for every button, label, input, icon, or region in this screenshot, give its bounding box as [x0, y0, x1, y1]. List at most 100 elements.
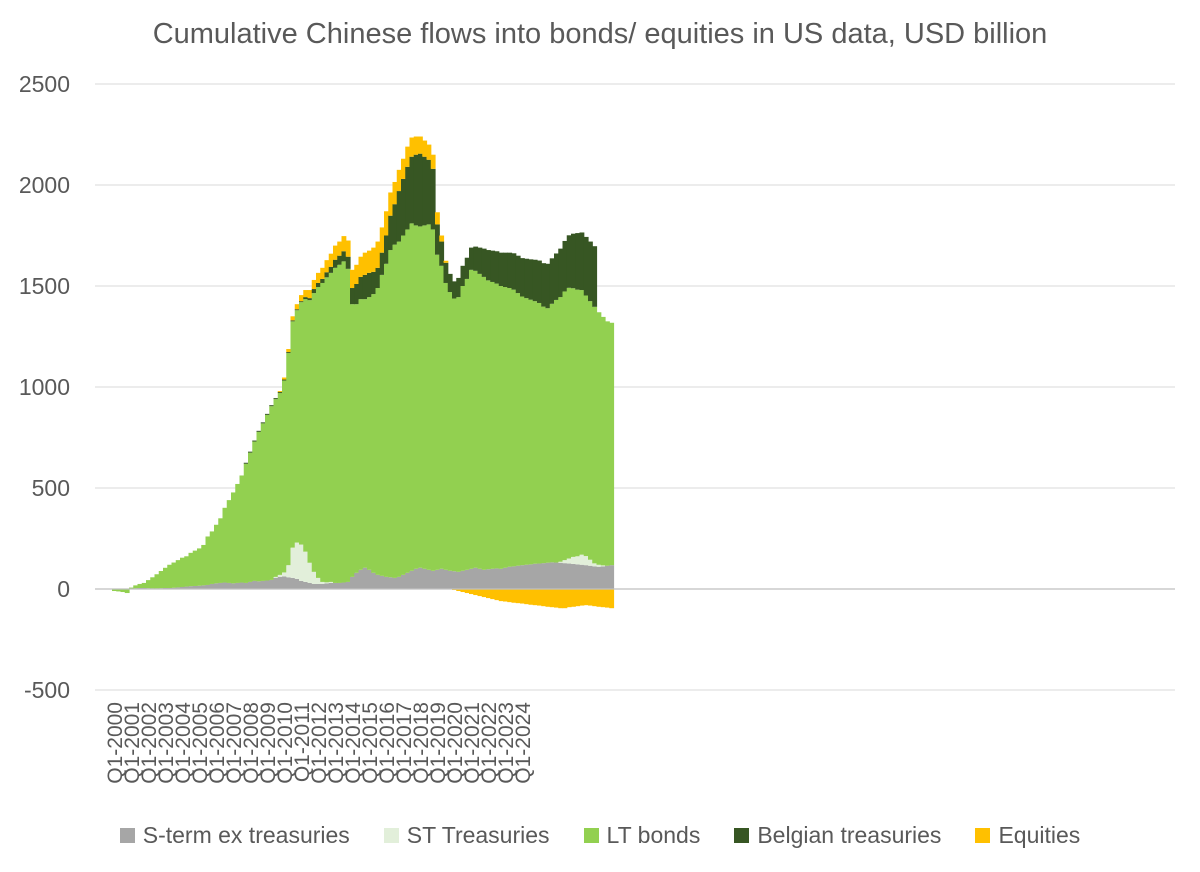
bar-segment-lt-bonds	[528, 299, 534, 565]
bar-segment-equities	[307, 290, 313, 299]
bar-segment-lt-bonds	[116, 589, 122, 592]
bar-segment-sterm	[452, 571, 457, 589]
bar-segment-belgian	[566, 235, 572, 288]
bar-segment-equities	[379, 227, 385, 253]
bar-segment-belgian	[409, 156, 415, 224]
bar-segment-lt-bonds	[154, 574, 160, 589]
legend-item-sterm: S-term ex treasuries	[119, 822, 350, 849]
x-tick-label: Q1-2013	[325, 702, 348, 784]
bar-segment-lt-bonds	[133, 585, 139, 589]
bar-segment-lt-bonds	[256, 431, 262, 582]
bar-segment-equities	[498, 589, 504, 602]
bar-segment-sterm	[277, 576, 283, 589]
bar-segment-lt-bonds	[124, 589, 130, 594]
bar-segment-lt-bonds	[515, 293, 521, 566]
chart-title: Cumulative Chinese flows into bonds/ equ…	[152, 18, 1048, 50]
bar-segment-st-treasuries	[328, 581, 334, 583]
bar-segment-equities	[350, 269, 355, 289]
bar-segment-lt-bonds	[345, 268, 351, 582]
bar-segment-equities	[588, 589, 593, 606]
x-tick-label: Q1-2012	[308, 702, 331, 784]
bar-segment-equities	[409, 137, 415, 157]
bar-segment-st-treasuries	[303, 551, 309, 582]
bar-segment-sterm	[579, 564, 585, 589]
bar-segment-lt-bonds	[320, 282, 326, 582]
bar-segment-lt-bonds	[171, 562, 177, 588]
bar-segment-lt-bonds	[209, 531, 215, 584]
bar-segment-lt-bonds	[354, 304, 360, 573]
bar-segment-lt-bonds	[507, 288, 513, 567]
bar-segment-belgian	[515, 255, 521, 294]
bar-segment-equities	[477, 589, 483, 597]
bar-segment-equities	[537, 589, 542, 606]
bar-segment-lt-bonds	[358, 299, 364, 570]
bar-segment-sterm	[520, 565, 525, 589]
bar-segment-sterm	[503, 567, 508, 589]
bar-segment-equities	[562, 589, 568, 609]
bar-segment-st-treasuries	[286, 565, 292, 578]
bar-segment-equities	[303, 290, 309, 298]
bar-segment-lt-bonds	[477, 273, 483, 569]
bar-segment-lt-bonds	[371, 294, 377, 573]
legend-swatch-st-treasuries	[383, 828, 399, 843]
bar-segment-st-treasuries	[579, 554, 585, 565]
bar-segment-lt-bonds	[388, 250, 394, 578]
legend-label-sterm: S-term ex treasuries	[142, 822, 350, 848]
bar-segment-equities	[345, 240, 351, 257]
bar-segment-sterm	[231, 583, 236, 589]
bar-segment-sterm	[260, 580, 266, 589]
bar-segment-lt-bonds	[426, 224, 432, 570]
bar-segment-sterm	[562, 563, 568, 589]
legend-swatch-belgian	[734, 828, 750, 843]
bar-segment-lt-bonds	[456, 297, 462, 572]
bar-segment-sterm	[588, 565, 593, 589]
x-tick-label: Q1-2006	[206, 702, 229, 784]
bar-segment-sterm	[515, 565, 521, 589]
legend: S-term ex treasuries ST Treasuries LT bo…	[0, 822, 1200, 849]
bar-segment-belgian	[405, 166, 411, 230]
legend-label-lt-bonds: LT bonds	[606, 822, 701, 848]
bar-segment-equities	[575, 589, 581, 607]
bar-segment-sterm	[184, 586, 190, 589]
bar-segment-sterm	[418, 567, 423, 589]
bar-segment-equities	[282, 377, 287, 380]
bar-segment-lt-bonds	[337, 264, 343, 583]
bar-segment-lt-bonds	[303, 299, 309, 552]
bar-segment-equities	[566, 589, 572, 608]
bar-segment-equities	[464, 589, 470, 594]
bar-segment-lt-bonds	[226, 500, 232, 583]
bar-segment-lt-bonds	[367, 297, 372, 570]
bar-segment-lt-bonds	[235, 483, 241, 583]
bar-segment-lt-bonds	[192, 550, 198, 586]
bar-segment-lt-bonds	[239, 475, 245, 583]
bar-segment-belgian	[358, 276, 364, 300]
bar-segment-equities	[324, 260, 330, 273]
bar-segment-sterm	[405, 572, 411, 589]
bar-segment-belgian	[439, 241, 445, 266]
bar-segment-belgian	[396, 191, 402, 242]
legend-item-belgian: Belgian treasuries	[734, 822, 941, 849]
bar-segment-sterm	[354, 572, 360, 589]
bar-segment-sterm	[473, 567, 479, 589]
bar-segment-belgian	[520, 258, 525, 297]
bar-segment-equities	[405, 146, 411, 167]
bar-segment-lt-bonds	[294, 310, 300, 543]
bar-segment-equities	[286, 349, 292, 353]
x-tick-label: Q1-2020	[444, 702, 467, 784]
bar-segment-equities	[490, 589, 496, 600]
bar-segment-equities	[371, 247, 377, 272]
bar-segment-sterm	[273, 577, 279, 589]
bar-segment-lt-bonds	[184, 556, 190, 587]
bar-segment-sterm	[566, 563, 572, 589]
bar-segment-lt-bonds	[524, 298, 530, 565]
bar-segment-belgian	[583, 236, 589, 296]
bar-segment-belgian	[307, 298, 313, 301]
bar-segment-belgian	[367, 272, 372, 298]
x-tick-label: Q1-2023	[495, 702, 518, 784]
bar-segment-belgian	[401, 178, 406, 236]
bar-segment-lt-bonds	[150, 577, 156, 589]
bar-segment-belgian	[362, 274, 368, 300]
bar-segment-belgian	[592, 246, 598, 307]
bar-segment-belgian	[549, 258, 555, 304]
legend-swatch-sterm	[119, 828, 135, 843]
